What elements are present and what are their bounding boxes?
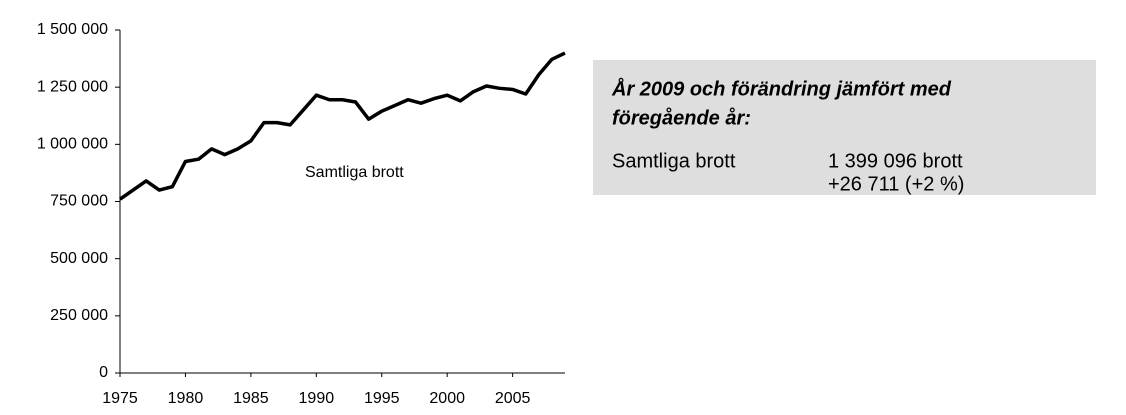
- series-label: Samtliga brott: [305, 164, 404, 181]
- line-series: [118, 51, 566, 201]
- x-tick-label: 2005: [495, 390, 531, 407]
- info-box-title: föregående år:: [612, 106, 751, 129]
- y-tick-label: 250 000: [50, 307, 108, 324]
- y-tick-label: 750 000: [50, 193, 108, 210]
- y-tick-label: 500 000: [50, 250, 108, 267]
- y-tick-label: 0: [99, 364, 108, 381]
- x-tick-label: 1995: [364, 390, 400, 407]
- x-tick-label: 1990: [299, 390, 335, 407]
- info-box-value: 1 399 096 brott: [828, 150, 963, 172]
- y-tick-label: 1 000 000: [37, 136, 108, 153]
- y-tick-label: 1 500 000: [37, 21, 108, 38]
- info-box-label: Samtliga brott: [612, 150, 736, 172]
- info-box: [593, 60, 1096, 195]
- x-tick-label: 1980: [168, 390, 204, 407]
- info-box-title: År 2009 och förändring jämfört med: [611, 76, 952, 100]
- x-tick-label: 1985: [233, 390, 269, 407]
- x-tick-label: 1975: [102, 390, 138, 407]
- y-tick-label: 1 250 000: [37, 78, 108, 95]
- x-tick-label: 2000: [429, 390, 465, 407]
- info-box-value: +26 711 (+2 %): [828, 173, 964, 195]
